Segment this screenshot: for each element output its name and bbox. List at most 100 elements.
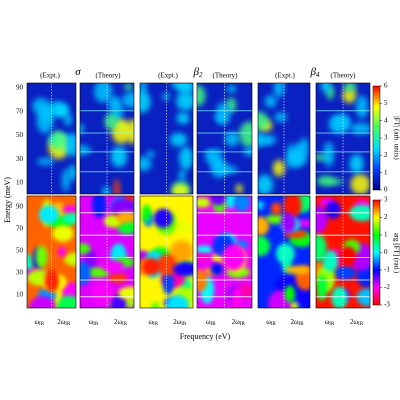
heatmap-blob xyxy=(142,258,161,275)
heatmap-blob xyxy=(171,83,193,90)
heatmap-blob xyxy=(172,262,193,277)
heatmap-blob xyxy=(179,146,193,170)
x-tick-main: 2ω xyxy=(173,318,182,326)
panel-frame xyxy=(257,82,311,195)
heatmap-blob xyxy=(258,111,269,131)
y-tick-label: 90 xyxy=(16,84,24,92)
expt-label: (Expt.) xyxy=(40,72,60,80)
heatmap-blob xyxy=(234,196,251,212)
x-tick-main: 2ω xyxy=(350,318,359,326)
heatmap-blob xyxy=(178,169,186,181)
heatmap-blob xyxy=(285,265,310,275)
heatmap-blob xyxy=(316,274,328,302)
heatmap-blob xyxy=(102,260,125,273)
heatmap-blob xyxy=(270,202,282,216)
colorbar-tick-label: 3 xyxy=(384,134,388,142)
heatmap-blob xyxy=(264,95,277,108)
heatmap-blob xyxy=(126,119,134,145)
x-tick-sub: IR xyxy=(122,322,128,327)
x-tick-label: ωIR xyxy=(34,318,44,328)
group-symbol: β4 xyxy=(310,66,320,79)
panel-frame xyxy=(79,82,135,195)
x-tick-sub: IR xyxy=(153,322,159,327)
heatmap xyxy=(140,83,193,194)
y-tick-label: 10 xyxy=(16,291,24,299)
heatmap-blob xyxy=(258,133,266,147)
panel-frame xyxy=(315,82,371,195)
heatmap xyxy=(140,196,193,308)
heatmap-blob xyxy=(325,178,344,185)
heatmap-blob xyxy=(323,141,334,167)
heatmap-blob xyxy=(165,295,190,308)
heatmap-blob xyxy=(343,83,357,92)
heatmap xyxy=(80,196,134,308)
heatmap-blob xyxy=(176,112,190,125)
heatmap-blob xyxy=(92,196,107,218)
heatmap-blob xyxy=(44,269,60,293)
heatmap-blob xyxy=(223,196,238,209)
y-tick-label: 50 xyxy=(16,247,24,255)
x-tick-sub: IR xyxy=(211,322,217,327)
heatmap-blob xyxy=(322,250,339,272)
heatmap-blob xyxy=(197,85,206,107)
heatmap-blob xyxy=(239,121,252,148)
x-tick-sub: IR xyxy=(65,322,71,327)
heatmap-blob xyxy=(258,216,270,236)
y-tick-label: 50 xyxy=(16,131,24,139)
y-axis-label: Energy (meV) xyxy=(3,177,12,223)
x-tick-label: 2ωIR xyxy=(232,318,246,328)
x-tick-sub: IR xyxy=(271,322,277,327)
x-tick-sub: IR xyxy=(181,322,187,327)
x-axis-label: Frequency (eV) xyxy=(180,332,231,341)
heatmap-blob xyxy=(122,91,134,109)
heatmap-blob xyxy=(62,205,76,214)
heatmap-blob xyxy=(102,186,110,194)
heatmap-blob xyxy=(153,208,173,229)
heatmap-blob xyxy=(197,197,211,208)
colorbar-tick-label: 5 xyxy=(384,99,388,107)
colorbar-tick-label: 2 xyxy=(384,151,388,159)
heatmap-blob xyxy=(35,245,48,268)
heatmap-blob xyxy=(210,262,224,276)
heatmap-blob xyxy=(273,83,285,98)
heatmap-blob xyxy=(108,96,117,108)
heatmap xyxy=(197,196,252,308)
x-tick-sub: IR xyxy=(240,322,246,327)
x-tick-sub: IR xyxy=(93,322,99,327)
heatmap-blob xyxy=(93,83,113,103)
heatmap-blob xyxy=(51,130,66,151)
heatmap-blob xyxy=(350,122,370,135)
heatmap-blob xyxy=(350,173,370,194)
panel-frame xyxy=(196,195,253,309)
heatmap-blob xyxy=(62,212,76,224)
heatmap-blob xyxy=(216,102,231,126)
colorbar-tick-label: 1 xyxy=(384,231,388,239)
colorbar-tick-label: 4 xyxy=(384,116,388,124)
heatmap-blob xyxy=(162,270,175,296)
heatmap xyxy=(258,83,310,194)
heatmap-blob xyxy=(275,243,295,265)
colorbar-tick-label: 2 xyxy=(384,213,388,221)
colorbar-tick-label: 6 xyxy=(384,82,388,90)
heatmap-blob xyxy=(290,143,308,166)
expt-label: (Expt.) xyxy=(158,72,178,80)
x-tick-label: ωIR xyxy=(148,318,158,328)
heatmap xyxy=(316,196,370,308)
panel-frame xyxy=(26,82,77,195)
heatmap-blob xyxy=(177,221,192,232)
x-tick-sub: IR xyxy=(358,322,364,327)
theory-label: (Theory) xyxy=(213,72,239,80)
heatmap-blob xyxy=(321,83,331,93)
panel-frame xyxy=(139,82,194,195)
x-tick-label: 2ωIR xyxy=(114,318,128,328)
heatmap xyxy=(27,196,76,308)
x-tick-main: 2ω xyxy=(57,318,66,326)
heatmap xyxy=(80,83,134,194)
x-tick-main: 2ω xyxy=(232,318,241,326)
heatmap-blob xyxy=(272,159,285,177)
heatmap-blob xyxy=(333,114,351,131)
heatmap-blob xyxy=(162,92,170,101)
heatmap-blob xyxy=(316,234,327,262)
heatmap xyxy=(316,83,370,194)
